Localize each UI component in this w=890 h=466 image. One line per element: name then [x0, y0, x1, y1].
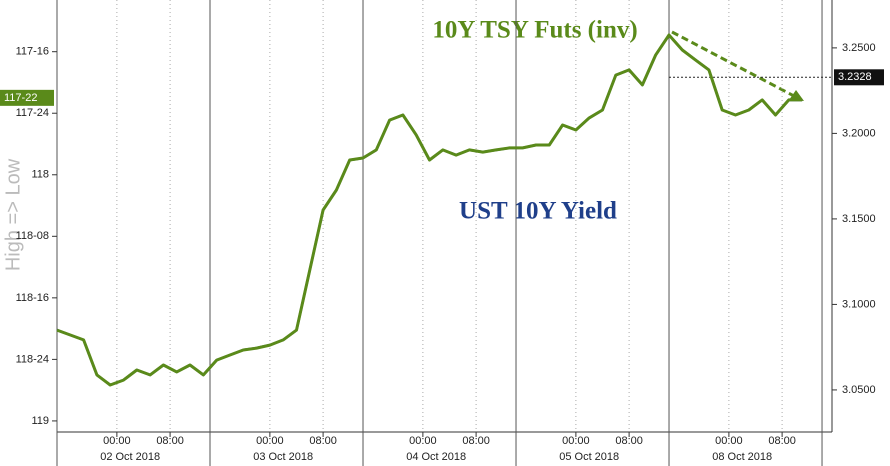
- x-tick-label: 08:00: [309, 435, 337, 447]
- y-tick-label: 118-24: [16, 353, 49, 365]
- current-label: 117-22: [4, 92, 37, 104]
- arrow-head: [789, 90, 804, 101]
- x-tick-label: 00:00: [103, 435, 131, 447]
- x-tick-label: 08:00: [615, 435, 643, 447]
- y-axis-title: High => Low: [2, 158, 24, 271]
- y2-tick-label: 3.2500: [842, 42, 876, 54]
- x-tick-label: 00:00: [562, 435, 590, 447]
- y-tick-label: 118-16: [16, 292, 49, 304]
- y2-tick-label: 3.1000: [842, 298, 876, 310]
- date-label: 08 Oct 2018: [712, 451, 772, 463]
- x-tick-label: 00:00: [256, 435, 284, 447]
- x-tick-label: 08:00: [156, 435, 184, 447]
- trend-arrow: [671, 30, 797, 99]
- x-tick-label: 00:00: [409, 435, 437, 447]
- x-tick-label: 00:00: [715, 435, 743, 447]
- y2-tick-label: 3.0500: [842, 384, 876, 396]
- date-label: 05 Oct 2018: [559, 451, 619, 463]
- annotation: UST 10Y Yield: [459, 198, 617, 225]
- series-line: [56, 33, 803, 387]
- y-tick-label: 118: [31, 169, 49, 181]
- series-line: [56, 33, 803, 387]
- y-tick-label: 117-24: [16, 107, 49, 119]
- y-tick-label: 119: [31, 415, 49, 427]
- date-label: 03 Oct 2018: [253, 451, 313, 463]
- annotation: 10Y TSY Futs (inv): [432, 17, 637, 44]
- y-tick-label: 117-16: [16, 46, 49, 58]
- current-box: [0, 89, 54, 106]
- date-label: 02 Oct 2018: [100, 451, 160, 463]
- y2-tick-label: 3.2000: [842, 127, 876, 139]
- current-box: [834, 69, 884, 86]
- y2-tick-label: 3.1500: [842, 213, 876, 225]
- current-label: 3.2328: [838, 71, 872, 83]
- x-tick-label: 08:00: [462, 435, 490, 447]
- y-tick-label: 118-08: [16, 230, 49, 242]
- x-tick-label: 08:00: [768, 435, 796, 447]
- date-label: 04 Oct 2018: [406, 451, 466, 463]
